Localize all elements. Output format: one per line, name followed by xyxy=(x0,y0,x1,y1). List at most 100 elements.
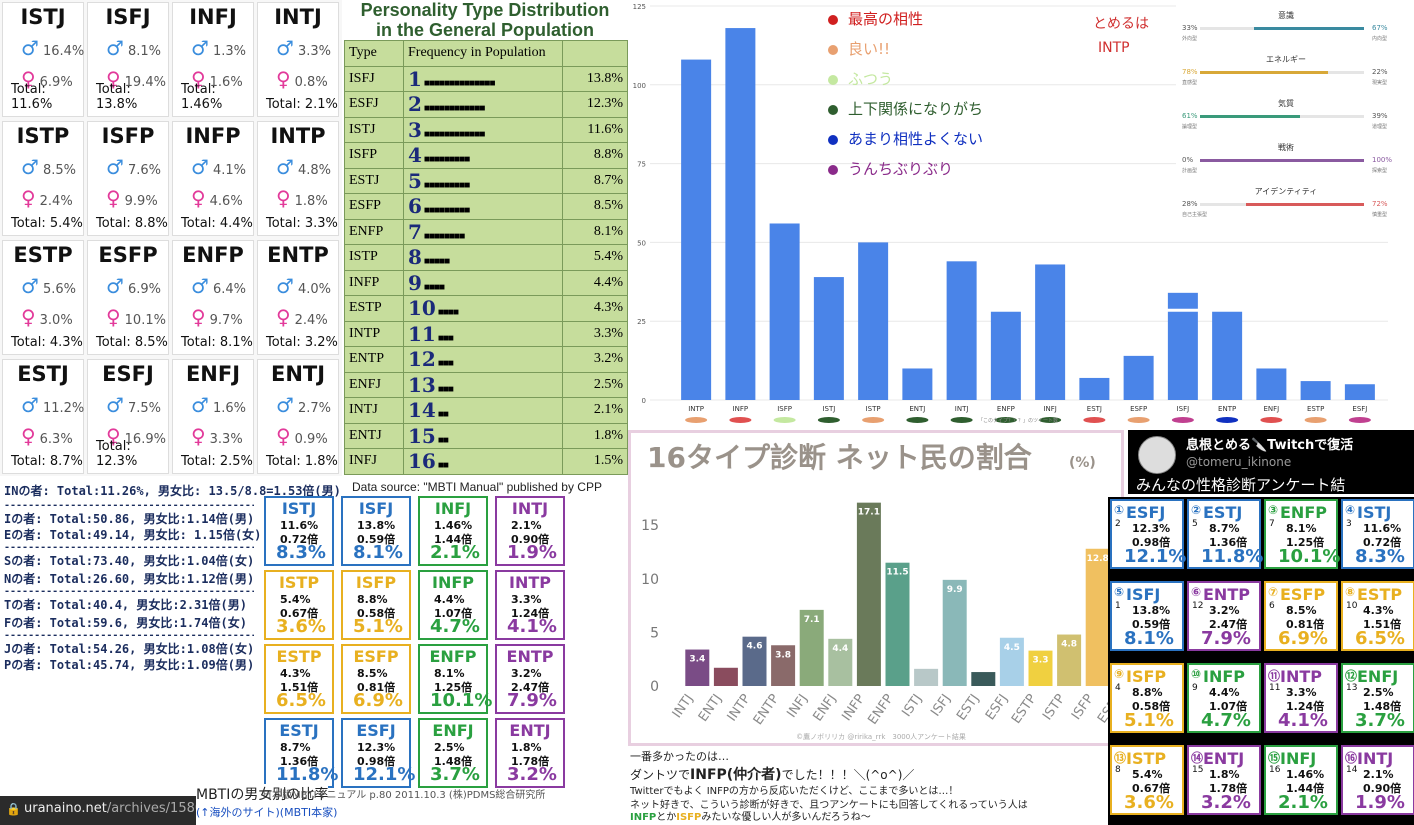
net-bar-label: 7.1 xyxy=(804,615,820,625)
ranked-box-rank: ① xyxy=(1114,503,1125,517)
male-row: ♂ 2.7% xyxy=(276,393,331,417)
type-box-name: ENTJ xyxy=(509,721,551,740)
male-row: ♂ 8.5% xyxy=(21,155,76,179)
x-tick-label: ENFJ xyxy=(1264,405,1280,413)
tweet-bar xyxy=(1035,264,1066,400)
row-type: ENTJ xyxy=(344,422,404,449)
gender-cell: ESTP ♂ 5.6% ♀ 3.0% Total: 4.3% xyxy=(2,240,84,355)
net-x-label: INTJ xyxy=(670,692,697,721)
x-tick-label: ISFP xyxy=(777,405,792,413)
gender-cell: INTJ ♂ 3.3% ♀ 0.8% Total: 2.1% xyxy=(257,2,339,117)
male-pct: 4.1% xyxy=(212,163,246,178)
ranked-box-old-rank: 11 xyxy=(1269,683,1281,693)
avatar[interactable] xyxy=(1138,436,1176,474)
net-bar xyxy=(1028,650,1053,686)
net-x-label: ENTJ xyxy=(696,692,725,725)
stat-line: Fの者: Total:59.6, 男女比:1.74倍(女) xyxy=(4,616,247,630)
row-pct: 8.5% xyxy=(562,193,628,220)
twitter-handle[interactable]: @tomeru_ikinone xyxy=(1186,455,1292,469)
type-box-result: 3.6% xyxy=(276,616,326,637)
ranked-box-base: 8.5% xyxy=(1286,604,1317,617)
tweet-bar xyxy=(1344,384,1375,400)
gender-cell-type: ISFJ xyxy=(105,5,151,29)
ranked-box-old-rank: 5 xyxy=(1192,519,1198,529)
net-bar-label: 3.3 xyxy=(1033,656,1049,666)
row-bar: ■■■■■■■■■ xyxy=(423,154,470,166)
net-bar-label: 3.4 xyxy=(689,655,705,665)
ranked-box-result: 11.8% xyxy=(1201,546,1264,567)
row-freq: 13 ■■■ xyxy=(403,371,563,398)
female-pct: 6.9% xyxy=(39,75,73,90)
ranked-box-result: 3.7% xyxy=(1355,710,1405,731)
net-bar-label: 1.7 xyxy=(718,659,734,669)
female-icon: ♀ xyxy=(276,305,291,329)
type-box-result: 1.9% xyxy=(507,542,557,563)
population-distribution: Personality Type Distribution in the Gen… xyxy=(342,0,628,494)
net-bar-label: 12.8 xyxy=(1087,554,1109,564)
female-pct: 16.9% xyxy=(124,432,166,447)
male-icon: ♂ xyxy=(276,36,294,60)
male-row: ♂ 16.4% xyxy=(21,36,84,60)
male-icon: ♂ xyxy=(21,393,39,417)
ranked-box-name: ESTJ xyxy=(1203,503,1243,522)
ranked-box-old-rank: 12 xyxy=(1192,601,1204,611)
female-icon: ♀ xyxy=(276,424,291,448)
caption-link[interactable]: (↑海外のサイト)(MBTI本家) xyxy=(196,806,338,819)
male-icon: ♂ xyxy=(21,36,39,60)
x-tick-label: ENFP xyxy=(997,405,1015,413)
ranked-box-name: ENTJ xyxy=(1203,749,1245,768)
ranked-box-result: 8.3% xyxy=(1355,546,1405,567)
total-pct: Total: 5.4% xyxy=(11,216,83,231)
trait-title: エネルギー xyxy=(1266,55,1306,64)
total-pct: Total: 4.3% xyxy=(11,335,83,350)
twitter-name[interactable]: 息根とめる🔪Twitchで復活 xyxy=(1186,438,1354,453)
compat-marker xyxy=(729,417,752,423)
compat-marker xyxy=(1127,417,1150,423)
compat-marker xyxy=(1348,417,1371,423)
male-row: ♂ 11.2% xyxy=(21,393,84,417)
gender-cell: ENTP ♂ 4.0% ♀ 2.4% Total: 3.2% xyxy=(257,240,339,355)
x-tick-label: ESFP xyxy=(1130,405,1147,413)
type-box-ratio: 1.24倍 xyxy=(511,607,550,620)
ranked-box-name: INFJ xyxy=(1280,749,1317,768)
type-box-ratio: 1.36倍 xyxy=(280,755,319,768)
female-pct: 3.3% xyxy=(209,432,243,447)
address-bar[interactable]: 🔒 uranaino.net/archives/1580 xyxy=(0,796,203,825)
ranked-box-base: 1.46% xyxy=(1286,768,1325,781)
tweet-bar xyxy=(681,59,712,401)
gender-cell: ENFP ♂ 6.4% ♀ 9.7% Total: 8.1% xyxy=(172,240,254,355)
male-pct: 1.6% xyxy=(212,401,246,416)
type-box-result: 4.7% xyxy=(430,616,480,637)
x-tick-label: INTP xyxy=(688,405,704,413)
ranked-box-base: 2.5% xyxy=(1363,686,1394,699)
row-freq: 9 ■■■■ xyxy=(403,269,563,296)
row-rank: 5 xyxy=(408,168,422,193)
x-tick-label: ISTP xyxy=(866,405,881,413)
gender-cell: ISFJ ♂ 8.1% ♀ 19.4% Total: 13.8% xyxy=(87,2,169,117)
type-box-base: 3.2% xyxy=(511,667,542,680)
ranked-box-result: 3.6% xyxy=(1124,792,1174,813)
female-icon: ♀ xyxy=(191,305,206,329)
net-x-label: ESFJ xyxy=(983,692,1011,723)
trait-track xyxy=(1200,159,1364,162)
male-pct: 16.4% xyxy=(42,44,85,59)
ranked-box-ratio: 1.44倍 xyxy=(1286,782,1325,795)
row-type: ISFP xyxy=(344,142,404,169)
compat-marker xyxy=(817,417,840,423)
net-bar xyxy=(1057,634,1082,686)
type-box-result: 11.8% xyxy=(276,764,339,785)
row-pct: 8.8% xyxy=(562,142,628,169)
total-pct: Total: 13.8% xyxy=(96,82,138,112)
row-pct: 4.4% xyxy=(562,269,628,296)
row-bar: ■■■■■ xyxy=(423,256,450,268)
legend-label: ふつう xyxy=(848,70,893,88)
population-title-line2: in the General Population xyxy=(375,20,595,40)
row-freq: 3 ■■■■■■■■■■■■ xyxy=(403,116,563,143)
ranked-box-ratio: 1.07倍 xyxy=(1209,700,1248,713)
row-rank: 16 xyxy=(408,449,436,474)
gender-cell-type: ENTJ xyxy=(270,362,326,386)
tweet-bar-extra xyxy=(1167,292,1198,309)
male-pct: 4.0% xyxy=(297,282,331,297)
tweet-bar xyxy=(1300,381,1331,400)
net-bar-label: 4.4 xyxy=(832,644,848,654)
